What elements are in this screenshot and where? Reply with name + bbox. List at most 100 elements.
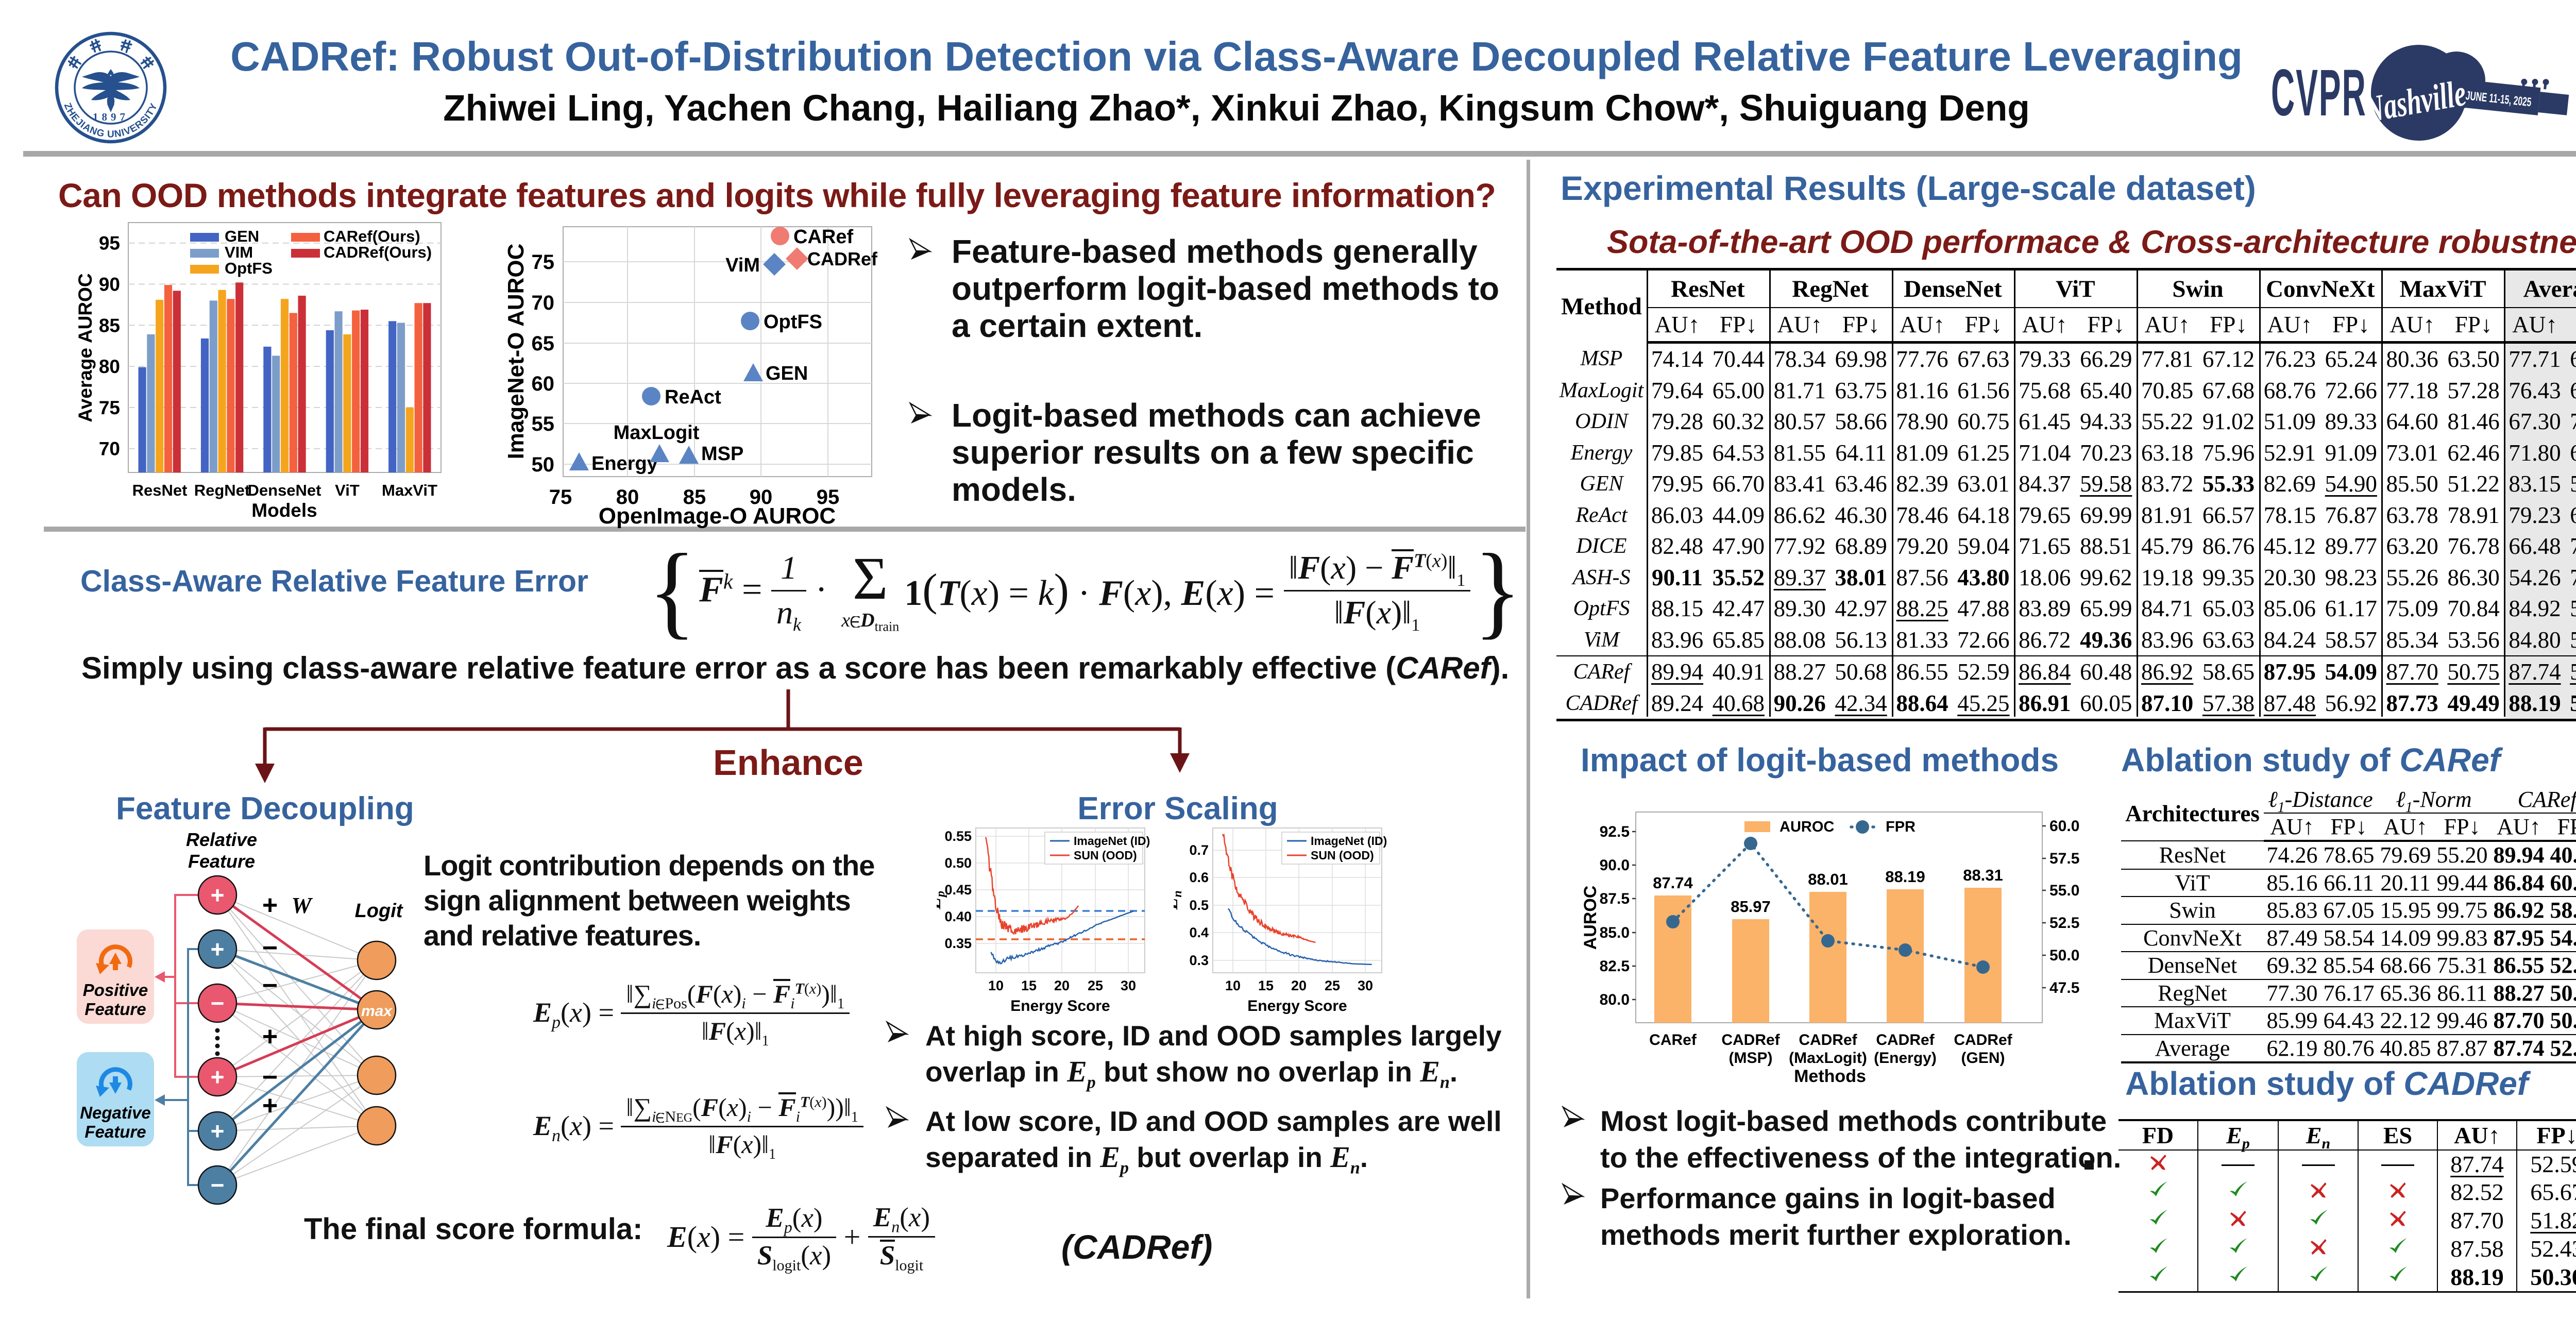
svg-text:AUROC: AUROC — [1581, 886, 1600, 950]
svg-text:max: max — [361, 1003, 393, 1020]
svg-text:85: 85 — [683, 486, 706, 509]
svg-text:70: 70 — [99, 438, 120, 460]
svg-text:ViT: ViT — [335, 481, 360, 499]
svg-text:(MSP): (MSP) — [1729, 1050, 1773, 1067]
svg-text:70: 70 — [532, 292, 555, 314]
svg-text:+: + — [211, 936, 225, 962]
svg-text:OptFS: OptFS — [764, 311, 822, 333]
svg-text:57.5: 57.5 — [2049, 850, 2079, 867]
svg-text:(GEN): (GEN) — [1961, 1050, 2005, 1067]
svg-text:MaxViT: MaxViT — [382, 481, 437, 499]
svg-text:W: W — [291, 893, 313, 918]
svg-text:CADRef: CADRef — [1799, 1031, 1857, 1049]
svg-text:47.5: 47.5 — [2049, 979, 2079, 996]
svg-text:87.74: 87.74 — [1653, 874, 1693, 892]
svg-text:Average AUROC: Average AUROC — [75, 273, 96, 422]
svg-text:ImageNet (ID): ImageNet (ID) — [1074, 834, 1150, 848]
svg-text:−: − — [211, 990, 225, 1017]
svg-text:+: + — [211, 1118, 225, 1144]
svg-text:FPR: FPR — [1886, 819, 1916, 835]
svg-text:CARef: CARef — [793, 226, 853, 248]
svg-text:75: 75 — [549, 486, 572, 509]
svg-text:+: + — [262, 890, 278, 920]
svg-text:ImageNet-O AUROC: ImageNet-O AUROC — [503, 244, 529, 460]
svg-text:92.5: 92.5 — [1600, 823, 1630, 840]
svg-text:0.45: 0.45 — [944, 882, 972, 898]
svg-text:VIM: VIM — [225, 243, 253, 261]
svg-text:DenseNet: DenseNet — [248, 481, 321, 499]
svg-text:0.7: 0.7 — [1189, 842, 1209, 858]
svg-text:90: 90 — [99, 274, 120, 295]
svg-text:55.0: 55.0 — [2049, 882, 2079, 899]
svg-text:ResNet: ResNet — [132, 481, 188, 499]
svg-text:30: 30 — [1121, 978, 1136, 993]
svg-text:CARef: CARef — [1649, 1031, 1697, 1049]
svg-text:ReAct: ReAct — [665, 386, 721, 408]
svg-text:85: 85 — [99, 315, 120, 336]
svg-text:+: + — [211, 1063, 225, 1090]
svg-text:0.5: 0.5 — [1189, 898, 1209, 913]
svg-text:82.5: 82.5 — [1600, 958, 1630, 975]
svg-text:Negative: Negative — [80, 1103, 151, 1122]
svg-text:Methods: Methods — [1794, 1067, 1866, 1086]
svg-text:CVPR: CVPR — [2271, 56, 2367, 130]
svg-text:30: 30 — [1358, 978, 1373, 993]
svg-text:Feature: Feature — [84, 1000, 146, 1019]
svg-text:SUN (OOD): SUN (OOD) — [1311, 849, 1374, 862]
svg-text:ViM: ViM — [725, 255, 760, 276]
svg-text:60.0: 60.0 — [2049, 818, 2079, 835]
svg-text:GEN: GEN — [225, 227, 259, 245]
svg-text:95: 95 — [99, 233, 120, 254]
svg-text:−: − — [211, 1172, 225, 1198]
svg-text:Feature: Feature — [84, 1122, 146, 1141]
svg-text:85.97: 85.97 — [1731, 898, 1771, 916]
svg-text:0.6: 0.6 — [1189, 870, 1209, 885]
svg-text:25: 25 — [1325, 978, 1340, 993]
svg-text:60: 60 — [532, 373, 555, 395]
svg-text:0.40: 0.40 — [944, 909, 972, 924]
svg-text:CADRef: CADRef — [1876, 1031, 1935, 1049]
svg-text:Energy Score: Energy Score — [1010, 997, 1110, 1014]
svg-text:OpenImage-O AUROC: OpenImage-O AUROC — [599, 503, 836, 529]
svg-text:+: + — [262, 1022, 278, 1052]
svg-text:1897: 1897 — [93, 111, 129, 123]
svg-text:10: 10 — [1225, 978, 1241, 993]
svg-text:+: + — [211, 882, 225, 908]
svg-text:Energy: Energy — [591, 453, 658, 475]
svg-text:CADRef(Ours): CADRef(Ours) — [324, 243, 432, 261]
svg-text:80: 80 — [616, 486, 639, 509]
svg-text:Relative: Relative — [186, 829, 257, 850]
svg-text:90: 90 — [750, 486, 773, 509]
svg-text:MSP: MSP — [701, 443, 743, 465]
svg-text:0.35: 0.35 — [944, 936, 972, 951]
svg-text:(MaxLogit): (MaxLogit) — [1789, 1050, 1867, 1067]
svg-text:Energy Score: Energy Score — [1247, 997, 1347, 1014]
svg-text:55: 55 — [532, 413, 555, 435]
svg-text:MaxLogit: MaxLogit — [614, 422, 700, 444]
svg-text:88.19: 88.19 — [1885, 868, 1925, 886]
svg-text:88.31: 88.31 — [1963, 866, 2003, 884]
svg-text:10: 10 — [988, 978, 1004, 993]
svg-text:OptFS: OptFS — [225, 259, 273, 277]
svg-text:ImageNet (ID): ImageNet (ID) — [1311, 834, 1387, 848]
svg-text:Feature: Feature — [188, 851, 255, 872]
svg-text:Positive: Positive — [83, 980, 148, 1000]
svg-text:Ep: Ep — [937, 891, 947, 910]
svg-text:−: − — [262, 1062, 278, 1092]
svg-text:0.55: 0.55 — [944, 828, 972, 844]
svg-text:SUN (OOD): SUN (OOD) — [1074, 849, 1137, 862]
svg-text:75: 75 — [532, 251, 555, 274]
svg-text:RegNet: RegNet — [194, 481, 250, 499]
svg-text:80: 80 — [99, 356, 120, 377]
svg-text:−: − — [262, 971, 278, 1001]
svg-text:50: 50 — [532, 453, 555, 476]
svg-text:87.5: 87.5 — [1600, 890, 1630, 907]
svg-text:50.0: 50.0 — [2049, 947, 2079, 964]
svg-text:0.50: 0.50 — [944, 855, 972, 871]
svg-text:65: 65 — [532, 332, 555, 355]
svg-text:88.01: 88.01 — [1808, 870, 1848, 888]
svg-text:0.4: 0.4 — [1189, 925, 1209, 940]
svg-text:CARef(Ours): CARef(Ours) — [324, 227, 420, 245]
svg-text:(Energy): (Energy) — [1874, 1050, 1937, 1067]
svg-text:25: 25 — [1088, 978, 1103, 993]
